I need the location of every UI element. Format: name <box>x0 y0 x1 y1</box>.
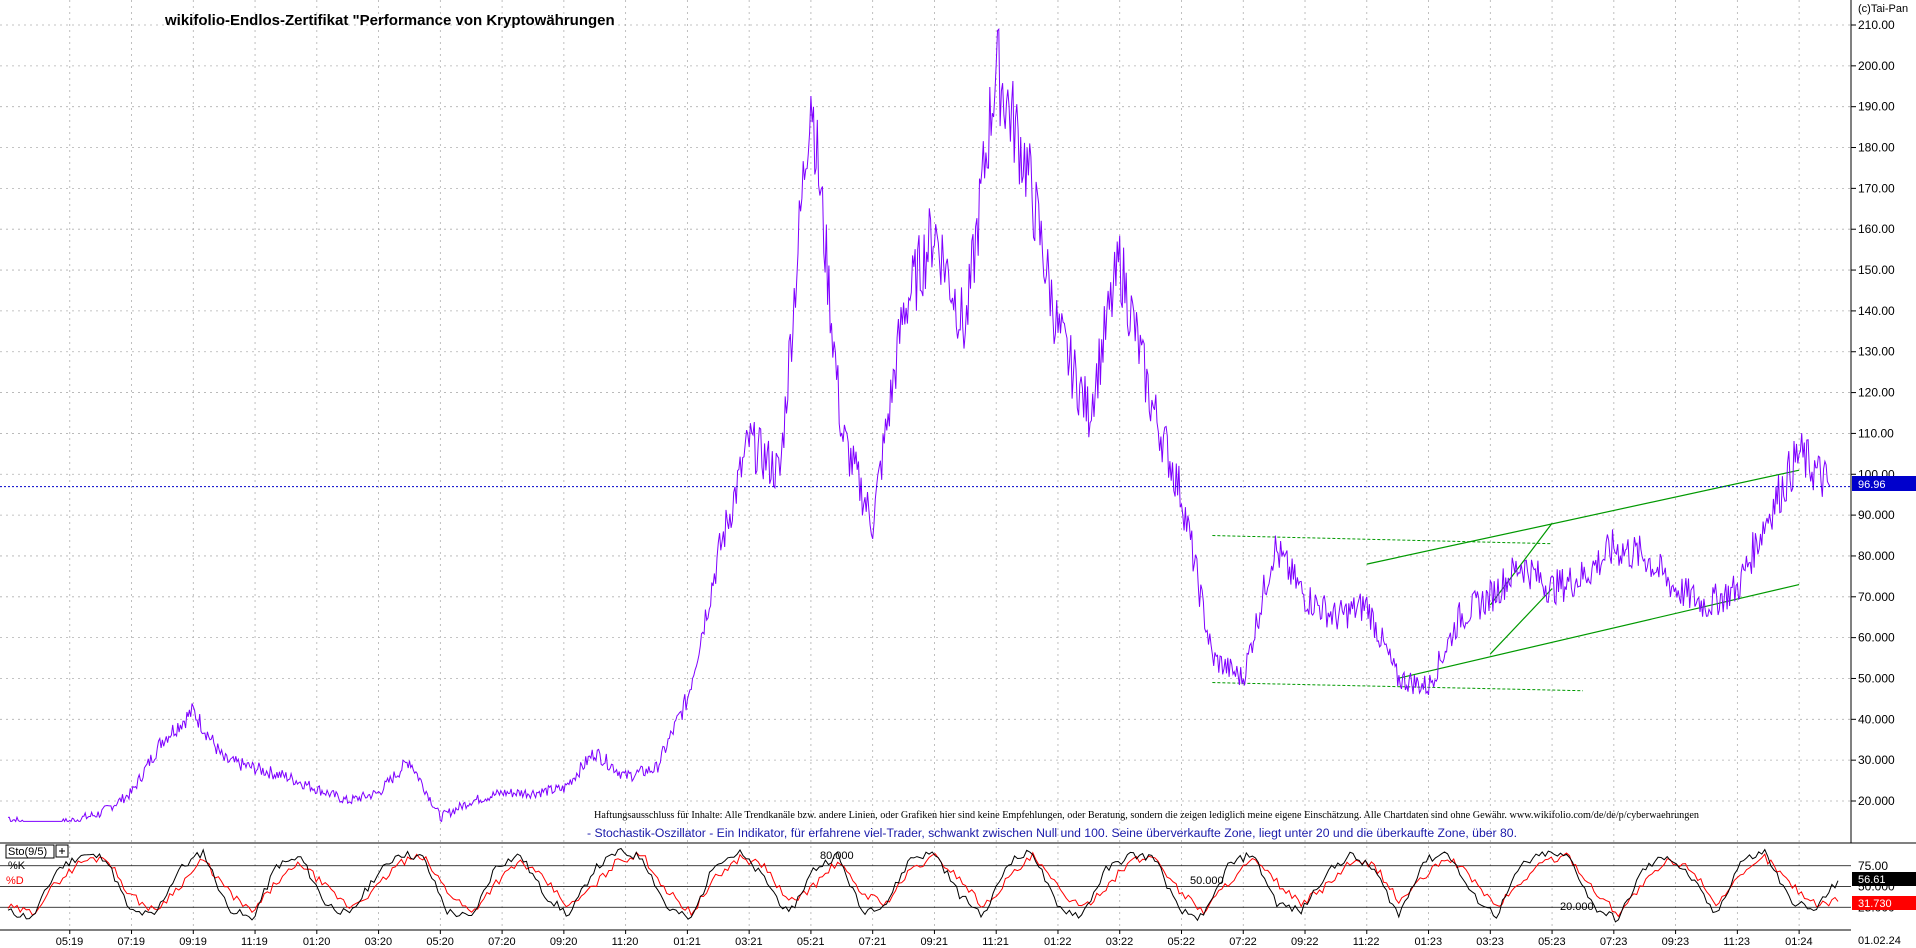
x-tick-label: 07:21 <box>859 936 887 948</box>
x-tick-label: 07:20 <box>488 936 516 948</box>
x-tick-label: 01:21 <box>673 936 701 948</box>
y-tick-label: 160.00 <box>1858 222 1895 236</box>
x-tick-label: 09:22 <box>1291 936 1319 948</box>
stochastic-extra-label-20: 20.000 <box>1560 901 1594 913</box>
disclaimer: Haftungsausschluss für Inhalte: Alle Tre… <box>594 810 1699 821</box>
x-tick-label: 05:20 <box>426 936 454 948</box>
x-tick-label: 01:20 <box>303 936 331 948</box>
x-tick-label: 09:19 <box>179 936 207 948</box>
x-tick-label: 05:21 <box>797 936 825 948</box>
range-lines <box>1212 535 1583 692</box>
y-tick-label: 150.00 <box>1858 263 1895 277</box>
stochastic-extra-label-50: 50.000 <box>1190 875 1224 887</box>
stochastic-name-box[interactable] <box>5 844 55 859</box>
x-tick-label: 11:21 <box>982 936 1009 948</box>
y-tick-label: 210.00 <box>1858 18 1895 32</box>
y-tick-label: 40.000 <box>1858 712 1895 726</box>
x-tick-label: 07:23 <box>1600 936 1628 948</box>
x-tick-label: 03:22 <box>1106 936 1134 948</box>
stochastic-d-line <box>7 851 1839 918</box>
x-tick-label: 09:23 <box>1662 936 1690 948</box>
k-value-box <box>1852 872 1916 886</box>
price-label-box <box>1852 476 1916 491</box>
y-tick-label: 70.000 <box>1858 590 1895 604</box>
x-tick-label: 01:22 <box>1044 936 1072 948</box>
trend-channels <box>1366 469 1800 680</box>
range-line <box>1212 682 1583 692</box>
legend-k: %K <box>8 860 26 872</box>
copyright: (c)Tai-Pan <box>1858 3 1908 15</box>
price-series-line <box>7 27 1831 823</box>
x-tick-label: 03:21 <box>735 936 763 948</box>
x-tick-label: 09:20 <box>550 936 578 948</box>
channel-line-short-lower <box>1489 588 1553 655</box>
y-tick-label: 110.00 <box>1858 426 1894 440</box>
stochastic-k-line <box>7 847 1839 923</box>
y-tick-label: 190.00 <box>1858 100 1895 114</box>
x-tick-label: 07:22 <box>1229 936 1257 948</box>
y-tick-label: 200.00 <box>1858 59 1895 73</box>
y-tick-label: 60.000 <box>1858 631 1895 645</box>
y-tick-label: 90.000 <box>1858 508 1895 522</box>
x-tick-label: 03:20 <box>365 936 393 948</box>
channel-line-lower <box>1397 583 1800 680</box>
x-tick-label: 05:19 <box>56 936 84 948</box>
x-tick-label: 07:19 <box>118 936 146 948</box>
x-axis-ticks: 05:19 07:19 09:19 11:19 01:20 03:20 05:20 07:20… <box>56 930 1813 948</box>
stochastic-name: Sto(9/5) <box>8 846 47 858</box>
x-tick-label: 01:23 <box>1415 936 1443 948</box>
channel-line-upper <box>1366 469 1800 565</box>
price-label: 96.96 <box>1858 479 1886 491</box>
grid <box>0 0 1851 930</box>
channel-line-short-upper <box>1489 522 1553 606</box>
x-tick-label: 05:23 <box>1538 936 1566 948</box>
y-tick-label: 180.00 <box>1858 141 1895 155</box>
range-line <box>1212 535 1553 545</box>
legend-d: %D <box>6 875 24 887</box>
y-axis-ticks: 20.000 30.000 40.000 50.000 60.000 70.000 80.0… <box>1851 18 1895 808</box>
stochastic-level-label: 75.00 <box>1858 859 1888 873</box>
y-tick-label: 30.000 <box>1858 753 1895 767</box>
y-tick-label: 170.00 <box>1858 181 1895 195</box>
y-tick-label: 140.00 <box>1858 304 1895 318</box>
x-tick-label: 11:20 <box>612 936 639 948</box>
x-tick-label: 09:21 <box>920 936 948 948</box>
y-tick-label: 50.000 <box>1858 671 1895 685</box>
k-value: 56.61 <box>1858 874 1886 886</box>
y-tick-label: 80.000 <box>1858 549 1895 563</box>
y-tick-label: 120.00 <box>1858 386 1895 400</box>
x-tick-label: 11:23 <box>1723 936 1750 948</box>
d-value: 31.730 <box>1858 898 1892 910</box>
stochastic-note: - Stochastik-Oszillator - Ein Indikator,… <box>587 828 1517 840</box>
x-tick-label: 05:22 <box>1167 936 1195 948</box>
x-tick-label: 11:19 <box>241 936 268 948</box>
chart-title: wikifolio-Endlos-Zertifikat "Performance… <box>164 12 615 29</box>
last-date: 01.02.24 <box>1858 935 1901 947</box>
y-tick-label: 20.000 <box>1858 794 1895 808</box>
stochastic-extra-label-80: 80.000 <box>820 850 854 862</box>
d-value-box <box>1852 896 1916 910</box>
x-tick-label: 01:24 <box>1785 936 1813 948</box>
x-tick-label: 03:23 <box>1476 936 1504 948</box>
y-tick-label: 130.00 <box>1858 345 1895 359</box>
x-tick-label: 11:22 <box>1353 936 1380 948</box>
